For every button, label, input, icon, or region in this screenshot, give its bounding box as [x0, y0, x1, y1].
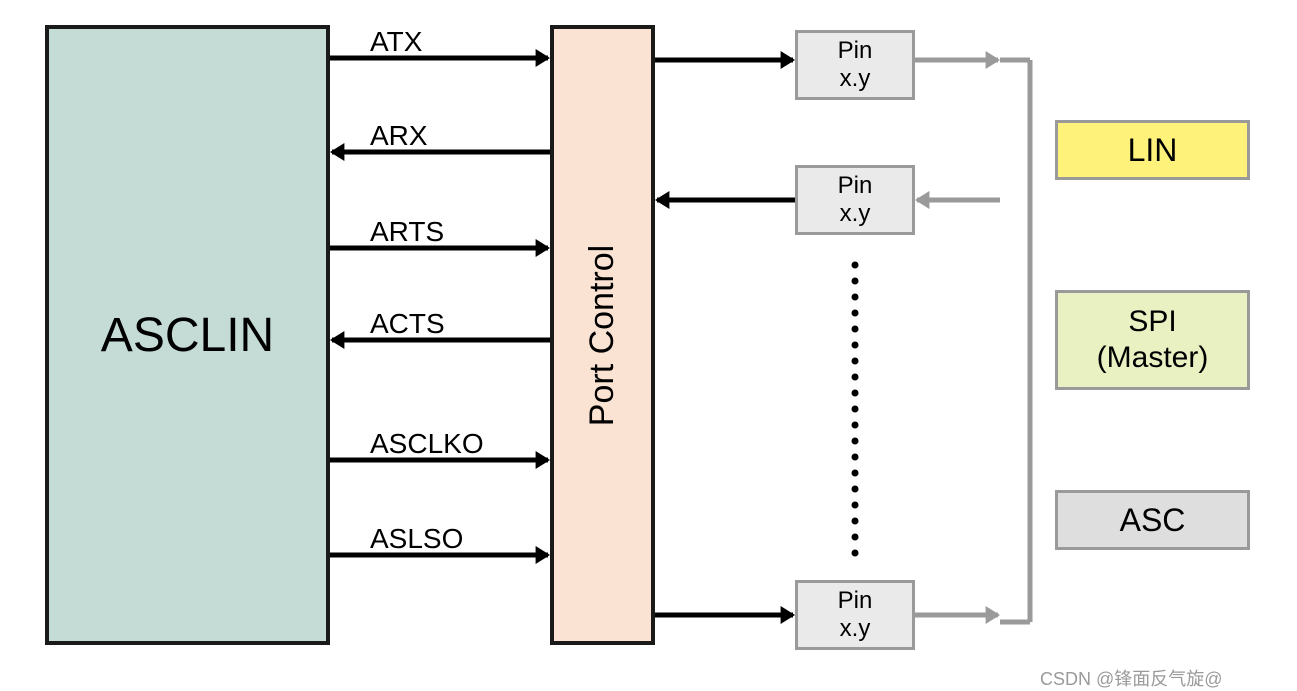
mode-spi-master: SPI (Master): [1055, 290, 1250, 390]
signal-label-aslso: ASLSO: [370, 523, 463, 555]
watermark-text: CSDN @锋面反气旋@: [1040, 665, 1223, 691]
asclin-block: ASCLIN: [45, 25, 330, 645]
mode-label: SPI (Master): [1097, 304, 1209, 376]
signal-label-asclko: ASCLKO: [370, 428, 484, 460]
pin-block: Pin x.y: [795, 165, 915, 235]
pin-label-bottom: x.y: [838, 65, 873, 93]
signal-label-arx: ARX: [370, 120, 428, 152]
signal-label-arts: ARTS: [370, 216, 444, 248]
signal-label-acts: ACTS: [370, 308, 445, 340]
asclin-label: ASCLIN: [101, 308, 274, 363]
port-control-label: Port Control: [583, 244, 622, 425]
mode-label: ASC: [1120, 501, 1186, 539]
mode-lin: LIN: [1055, 120, 1250, 180]
pin-label-top: Pin: [838, 587, 873, 615]
pin-label-top: Pin: [838, 172, 873, 200]
pin-block: Pin x.y: [795, 580, 915, 650]
pin-label-bottom: x.y: [838, 200, 873, 228]
mode-label: LIN: [1128, 131, 1178, 169]
port-control-block: Port Control: [550, 25, 655, 645]
pin-label-bottom: x.y: [838, 615, 873, 643]
pin-block: Pin x.y: [795, 30, 915, 100]
pin-label-top: Pin: [838, 37, 873, 65]
signal-label-atx: ATX: [370, 26, 422, 58]
mode-asc: ASC: [1055, 490, 1250, 550]
